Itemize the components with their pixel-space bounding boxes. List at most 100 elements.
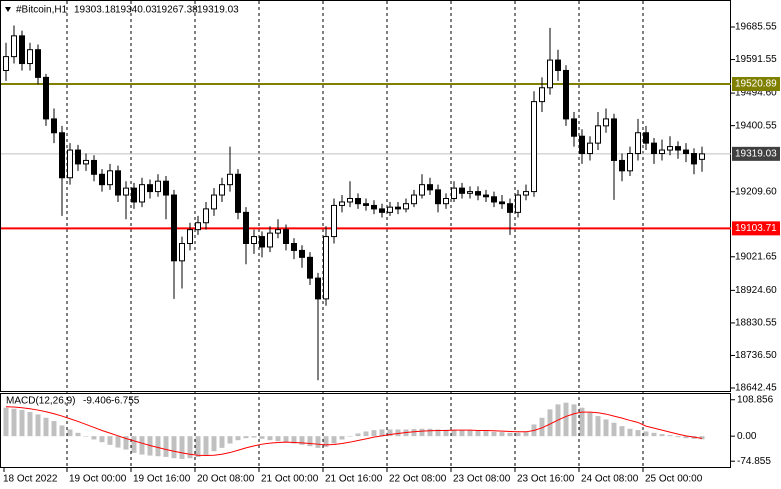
candle-body [219, 184, 225, 196]
macd-bar [395, 429, 401, 437]
macd-bar [451, 429, 457, 437]
candle-body [243, 211, 249, 244]
macd-bar [163, 436, 169, 457]
current-price-box [732, 146, 780, 161]
macd-bar [315, 436, 321, 448]
candle-body [227, 173, 233, 186]
candle-body [403, 203, 409, 210]
macd-bar [131, 436, 137, 453]
candle-body [387, 206, 393, 213]
macd-panel-frame [0, 393, 731, 468]
candle-body [3, 56, 9, 71]
candle-body [211, 194, 217, 210]
macd-bar [3, 407, 9, 437]
candle-body [371, 204, 377, 210]
candle-body [251, 236, 257, 244]
macd-bar [475, 430, 481, 437]
macd-bar [363, 431, 369, 437]
macd-bar [603, 419, 609, 437]
candle-body [515, 194, 521, 213]
candle-body [635, 132, 641, 155]
candle-body [235, 173, 241, 213]
candle-body [283, 229, 289, 244]
macd-bar [83, 436, 89, 437]
x-tick-label: 23 Oct 08:00 [453, 474, 511, 485]
y-tick-label: 19209.60 [735, 186, 777, 197]
macd-bar [619, 426, 625, 437]
candle-body [331, 204, 337, 238]
macd-bar [427, 428, 433, 437]
candle-body [291, 242, 297, 251]
candle-body [691, 153, 697, 165]
macd-bar [299, 436, 305, 445]
ohlc-value: 19267.38 [156, 5, 198, 16]
candle-body [619, 159, 625, 172]
macd-bar [155, 436, 161, 457]
candle-body [11, 35, 17, 58]
x-tick-label: 22 Oct 08:00 [389, 474, 447, 485]
macd-bar [203, 436, 209, 455]
candle-body [443, 198, 449, 205]
macd-bar [667, 435, 673, 437]
candle-body [91, 159, 97, 175]
candle-body [459, 187, 465, 194]
candle-body [163, 180, 169, 196]
candle-body [155, 180, 161, 193]
ohlc-value: 19303.18 [74, 5, 116, 16]
candle-body [267, 232, 273, 248]
macd-bar [323, 436, 329, 447]
candle-body [683, 149, 689, 155]
candle-body [435, 189, 441, 205]
x-tick-label: 21 Oct 00:00 [261, 474, 319, 485]
macd-bar [123, 436, 129, 450]
level-label: 19520.89 [735, 79, 777, 90]
candle-body [579, 135, 585, 155]
candle-body [363, 203, 369, 206]
candle-body [699, 153, 705, 160]
macd-bar [571, 404, 577, 437]
candle-body [483, 194, 489, 198]
macd-bar [659, 434, 665, 437]
macd-bar [499, 432, 505, 437]
candle-body [355, 198, 361, 205]
candle-body [75, 149, 81, 165]
macd-bar [75, 432, 81, 437]
candle-body [587, 142, 593, 155]
candle-body [107, 170, 113, 186]
x-tick-label: 21 Oct 16:00 [325, 474, 383, 485]
candle-body [603, 118, 609, 127]
candle-body [379, 208, 385, 213]
candle-body [195, 222, 201, 231]
macd-bar [699, 436, 705, 440]
y-tick-label: 18830.55 [735, 318, 777, 329]
macd-bar [99, 436, 105, 443]
candle-body [179, 242, 185, 262]
macd-bar [27, 412, 33, 437]
candle-body [539, 87, 545, 103]
macd-bar [67, 429, 73, 437]
macd-bar [51, 421, 57, 437]
candle-body [347, 198, 353, 203]
candle-body [395, 206, 401, 210]
menu-triangle[interactable] [5, 7, 11, 12]
candle-body [467, 191, 473, 194]
macd-bar [219, 436, 225, 448]
y-tick-label: 19494.60 [735, 88, 777, 99]
macd-bar [19, 410, 25, 437]
macd-bar [275, 436, 281, 442]
macd-bar [283, 436, 289, 443]
macd-bar [515, 432, 521, 437]
macd-bar [507, 432, 513, 437]
macd-bar [211, 436, 217, 452]
candle-body [451, 187, 457, 200]
candle-body [659, 149, 665, 155]
candle-body [147, 184, 153, 193]
macd-bar [523, 432, 529, 437]
candle-body [419, 184, 425, 196]
candle-body [571, 118, 577, 137]
y-tick-label: 19021.65 [735, 251, 777, 262]
candle-body [83, 159, 89, 165]
macd-bar [683, 436, 689, 439]
macd-bar [579, 407, 585, 437]
